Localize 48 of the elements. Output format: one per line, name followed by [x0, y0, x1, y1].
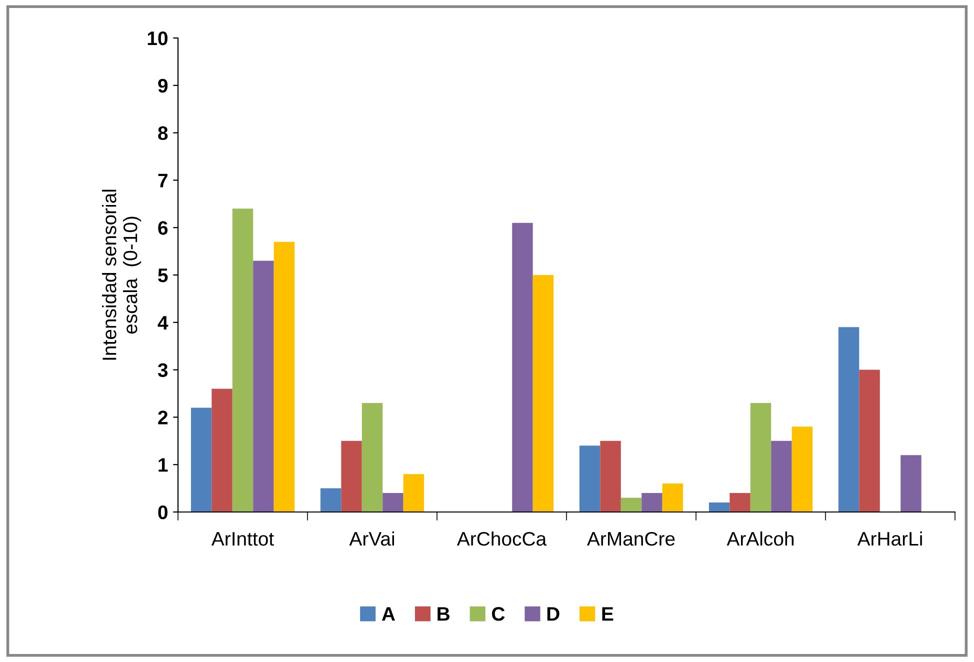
x-tick-label: ArManCre: [586, 532, 675, 546]
bar: [579, 446, 600, 512]
legend-label: C: [492, 607, 505, 621]
legend-label: B: [438, 607, 450, 621]
x-tick-label: ArChocCa: [456, 531, 547, 546]
x-tick-label: ArAlcoh: [726, 531, 794, 546]
bar: [859, 370, 880, 512]
y-tick-label: 9: [158, 78, 168, 93]
bar: [792, 426, 813, 512]
bar: [642, 493, 662, 512]
bar: [512, 222, 533, 512]
y-tick-label: 1: [158, 458, 168, 472]
bar: [900, 455, 922, 512]
y-tick-label: 6: [158, 221, 168, 235]
x-tick-label: ArVai: [349, 531, 394, 546]
bar: [532, 275, 554, 512]
bar: [600, 440, 621, 512]
legend-label: D: [547, 607, 560, 621]
bar: [708, 502, 730, 512]
bar: [190, 408, 212, 512]
bar: [320, 488, 342, 512]
bar: [403, 474, 424, 512]
y-tick-label: 3: [158, 363, 168, 378]
bar: [362, 402, 383, 512]
y-tick-label: 8: [158, 126, 168, 140]
bar: [212, 388, 232, 512]
y-tick-label: 10: [148, 31, 168, 46]
bar: [253, 260, 274, 512]
bar: [750, 402, 772, 512]
bar: [620, 498, 642, 512]
bar: [232, 208, 254, 512]
x-tick-label: ArHarLi: [857, 531, 922, 546]
bar: [382, 493, 404, 512]
y-tick-label: 7: [158, 174, 168, 188]
bar: [730, 493, 750, 512]
legend-label: E: [602, 607, 614, 621]
bar: [341, 440, 362, 512]
y-tick-label: 5: [158, 268, 168, 282]
bar: [771, 440, 792, 512]
bar: [274, 242, 295, 512]
y-axis-title: Intensidad sensorial escala (0-10): [102, 190, 142, 360]
y-tick-label: 4: [158, 316, 168, 330]
bar: [662, 484, 684, 512]
y-tick-label: 0: [158, 505, 168, 520]
y-tick-label: 2: [158, 410, 168, 424]
bar: [838, 327, 860, 512]
legend-label: A: [382, 607, 395, 621]
x-tick-label: ArInttot: [211, 532, 274, 546]
